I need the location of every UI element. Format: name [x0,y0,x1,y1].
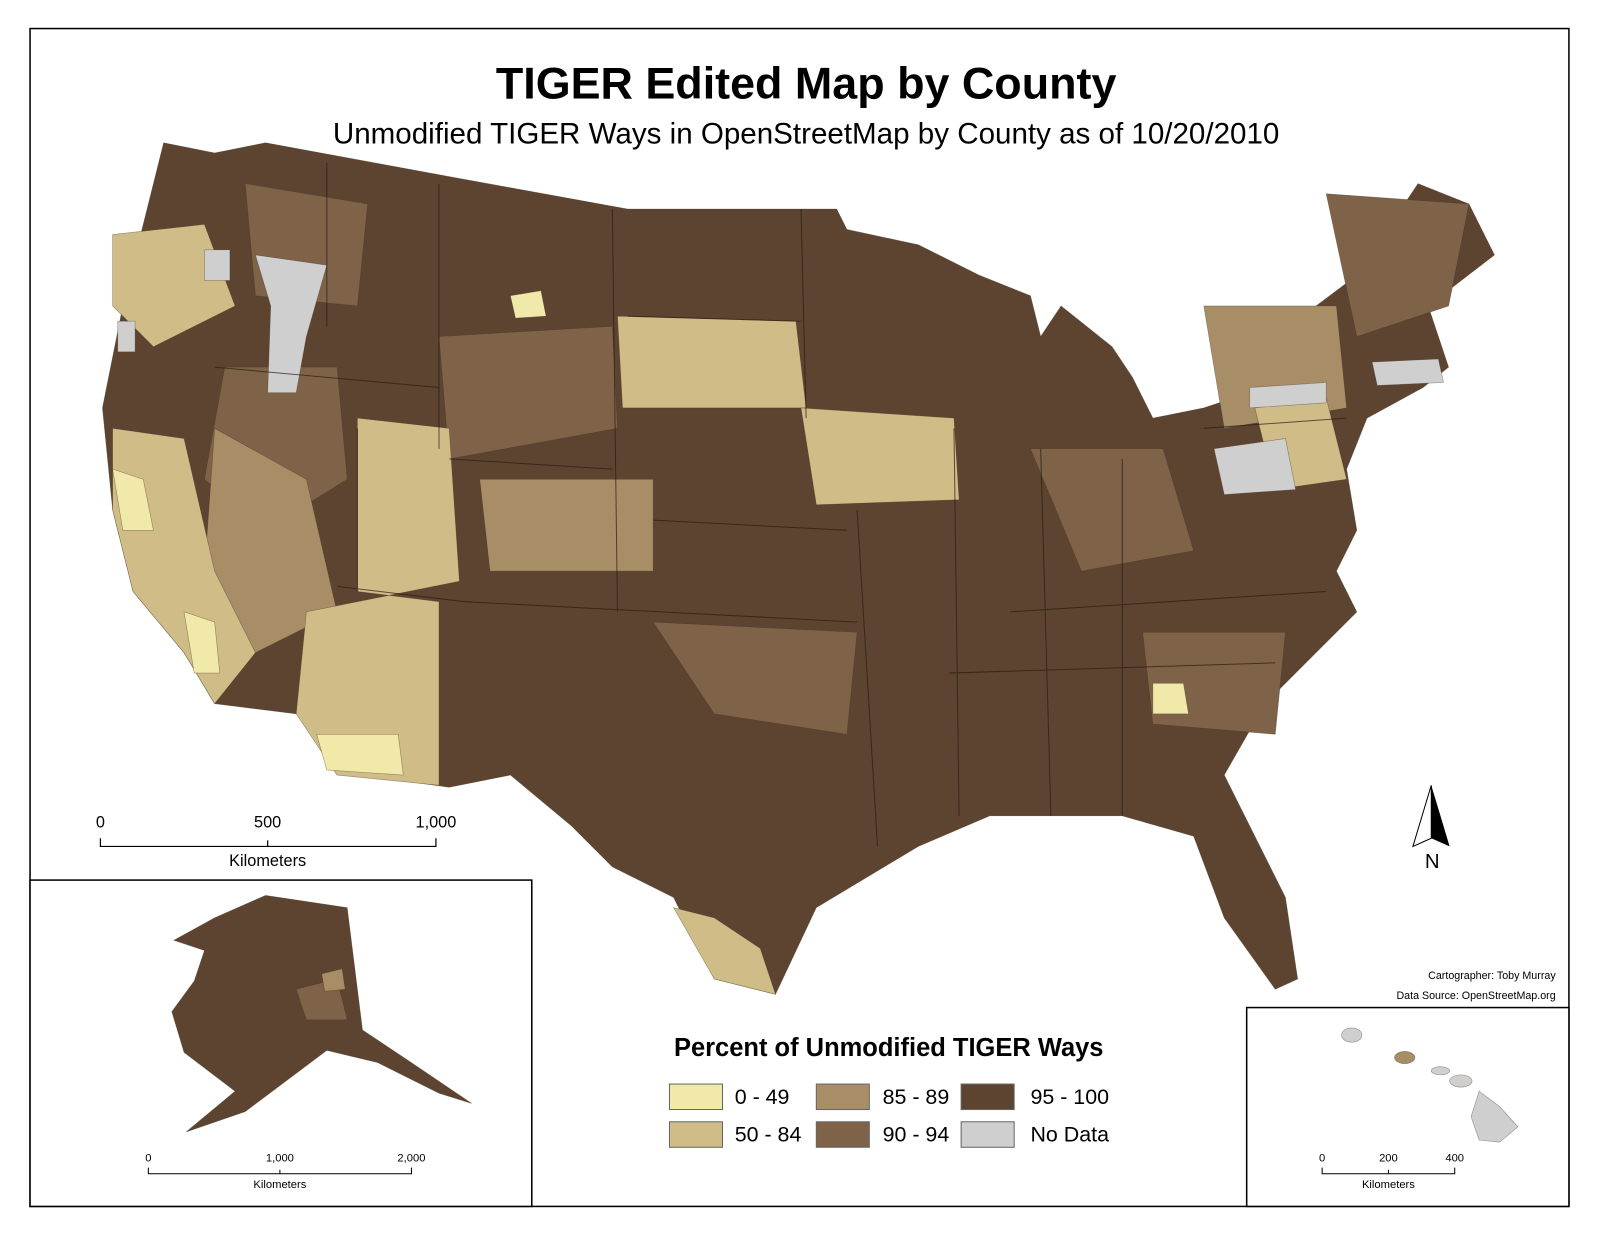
region [800,407,960,506]
legend-label: 0 - 49 [735,1085,790,1109]
region [1325,193,1470,337]
legend-label: 85 - 89 [883,1085,950,1109]
region [316,733,404,776]
scale-label: 0 [1319,1152,1325,1164]
conus [102,142,1495,995]
legend-swatch [668,1083,724,1111]
region [1152,682,1189,715]
region [204,249,231,281]
scale-unit: Kilometers [253,1179,306,1191]
legend-swatch [668,1121,724,1148]
region [117,320,136,353]
region [1371,358,1444,386]
scale-unit: Kilometers [229,852,306,870]
island [1394,1051,1416,1064]
region [295,417,460,786]
region [438,326,618,460]
legend-swatch [960,1121,1015,1148]
region [1249,382,1327,409]
scale-bar-line [99,838,437,848]
region [672,907,776,995]
legend-swatch [815,1121,870,1148]
credit: Data Source: OpenStreetMap.org [1396,990,1555,1002]
legend: Percent of Unmodified TIGER Ways 0 - 49 … [668,1034,1109,1148]
island [1430,1066,1450,1076]
scale-label: 1,000 [416,813,457,831]
scale-label: 400 [1445,1152,1464,1164]
map-subtitle: Unmodified TIGER Ways in OpenStreetMap b… [333,117,1280,150]
scale-label: 200 [1379,1152,1398,1164]
legend-label: 90 - 94 [883,1123,950,1147]
legend-swatch [815,1083,870,1111]
scale-label: 500 [254,813,281,831]
credit: Cartographer: Toby Murray [1428,970,1556,982]
region [510,290,547,319]
scale-label: 2,000 [397,1152,425,1164]
region [112,427,256,705]
region [1213,438,1296,495]
legend-label: No Data [1030,1123,1109,1147]
region [479,479,654,572]
island [1341,1027,1363,1043]
alaska-inset: 0 1,000 2,000 Kilometers [29,879,533,1208]
region [183,611,221,674]
inset-frame [1245,1006,1570,1208]
legend-label: 95 - 100 [1030,1085,1109,1109]
region [321,968,346,992]
region [652,621,858,735]
region [112,468,154,531]
scale-label: 1,000 [266,1152,294,1164]
north-label: N [1425,851,1440,873]
state-lines [214,163,1347,847]
scale-unit: Kilometers [1362,1179,1415,1191]
legend-label: 50 - 84 [735,1123,802,1147]
legend-title: Percent of Unmodified TIGER Ways [674,1034,1104,1062]
island [1470,1090,1519,1143]
scale-label: 0 [145,1152,151,1164]
region [617,315,807,409]
scale-bar-line [147,1167,412,1175]
legend-swatch [960,1083,1015,1111]
scale-bar-line [1321,1167,1456,1175]
hawaii-inset: 0 200 400 Kilometers [1245,1006,1570,1208]
region [1030,448,1195,572]
map-title: TIGER Edited Map by County [496,58,1117,109]
island [1449,1074,1473,1088]
scale-label: 0 [96,813,105,831]
scale-bar: 0 500 1,000 Kilometers [96,813,456,870]
